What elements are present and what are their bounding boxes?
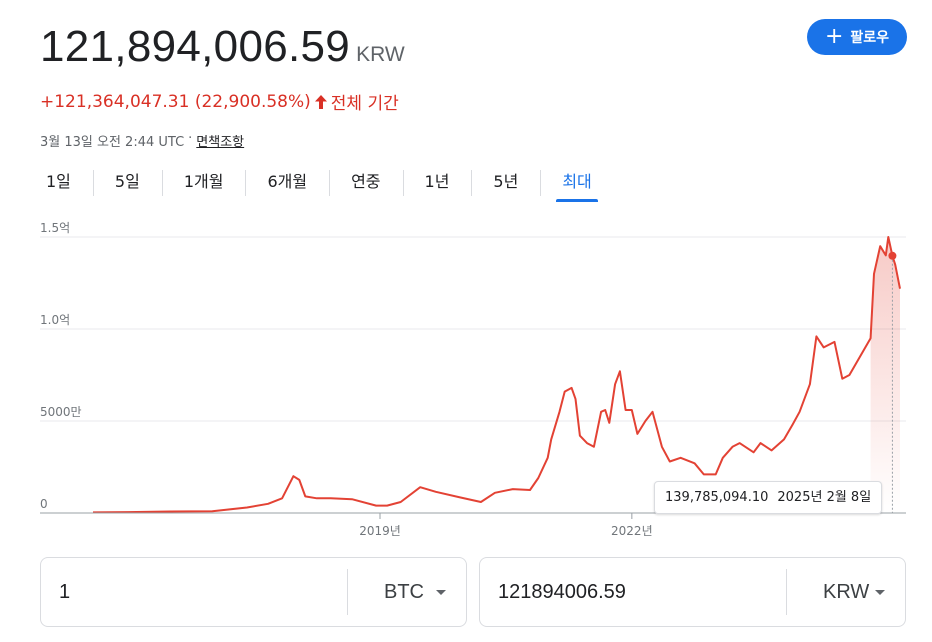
tab-1y[interactable]: 1년 — [402, 166, 472, 202]
y-tick-label: 1.5억 — [40, 221, 70, 235]
hover-point-marker — [888, 251, 897, 260]
tab-ytd[interactable]: 연중 — [329, 166, 402, 202]
change-period: 전체 기간 — [330, 94, 399, 114]
quote-meta: 3월 13일 오전 2:44 UTC · 면책조항 — [40, 131, 244, 150]
to-unit-label: KRW — [823, 580, 870, 603]
currency-code: KRW — [356, 43, 405, 66]
from-amount-input[interactable]: 1 — [59, 580, 71, 603]
y-tick-label: 5000만 — [40, 405, 82, 419]
y-tick-label: 1.0억 — [40, 313, 70, 327]
tooltip-date: 2025년 2월 8일 — [777, 490, 872, 505]
converter-divider — [786, 569, 787, 615]
change-value: +121,364,047.31 (22,900.58%) — [40, 91, 311, 112]
from-unit-label: BTC — [384, 580, 424, 603]
tooltip-value: 139,785,094.10 — [665, 490, 769, 505]
tab-5y[interactable]: 5년 — [471, 166, 540, 202]
from-unit-select[interactable]: BTC — [348, 581, 466, 604]
tab-6m[interactable]: 6개월 — [245, 166, 329, 202]
to-amount-input[interactable]: 121894006.59 — [498, 580, 626, 603]
plus-icon: + — [824, 24, 844, 49]
price-area-fill — [870, 237, 900, 513]
follow-button[interactable]: + 팔로우 — [807, 19, 907, 55]
price-chart[interactable]: 0 5000만 1.0억 1.5억 2019년 2022년 — [0, 215, 932, 545]
disclaimer-link[interactable]: 면책조항 — [196, 135, 245, 150]
tab-max[interactable]: 최대 — [540, 166, 613, 202]
y-tick-label: 0 — [40, 497, 48, 511]
to-unit-select[interactable]: KRW — [787, 581, 905, 604]
converter-to: 121894006.59 KRW — [479, 557, 906, 627]
meta-separator: · — [188, 131, 193, 146]
tab-1m[interactable]: 1개월 — [161, 166, 246, 202]
quote-timestamp: 3월 13일 오전 2:44 UTC — [40, 135, 185, 150]
tab-5d[interactable]: 5일 — [92, 166, 162, 202]
arrow-up-icon — [314, 94, 327, 109]
x-tick-label: 2022년 — [611, 524, 653, 538]
price-change: +121,364,047.31 (22,900.58%) 전체 기간 — [40, 89, 399, 115]
price-header: 121,894,006.59 KRW — [40, 22, 405, 72]
dropdown-caret-icon — [436, 589, 446, 595]
follow-button-label: 팔로우 — [850, 30, 890, 46]
converter-divider — [347, 569, 348, 615]
chart-tooltip: 139,785,094.10 2025년 2월 8일 — [654, 481, 883, 514]
tab-1d[interactable]: 1일 — [46, 172, 71, 191]
price-line — [92, 236, 901, 514]
x-tick-label: 2019년 — [359, 524, 401, 538]
dropdown-caret-icon — [875, 589, 885, 595]
converter-from: 1 BTC — [40, 557, 467, 627]
current-price: 121,894,006.59 — [40, 22, 351, 71]
time-range-tabs: 1일 5일 1개월 6개월 연중 1년 5년 최대 — [24, 166, 614, 202]
